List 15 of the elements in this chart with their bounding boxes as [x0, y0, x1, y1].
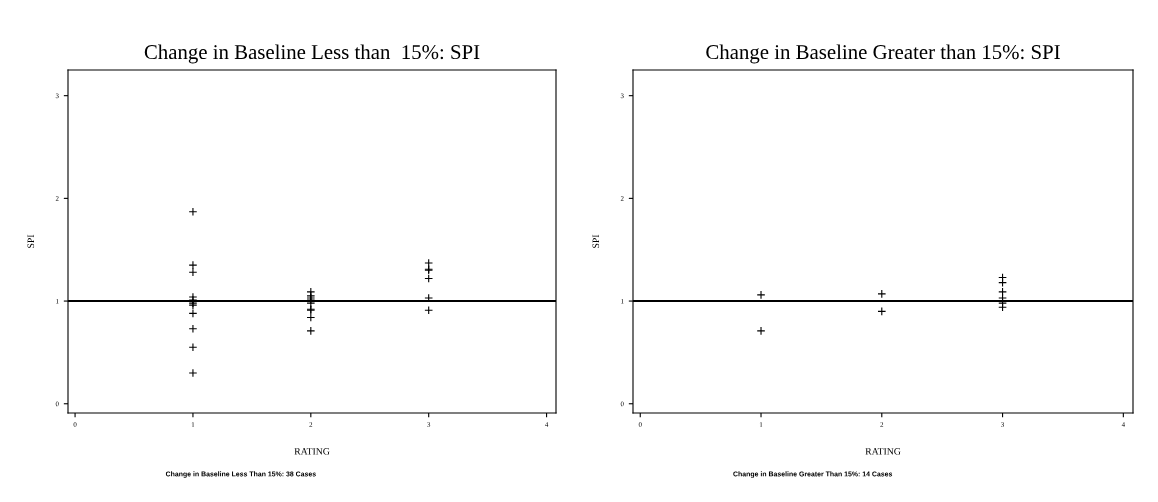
- point: [188, 207, 198, 217]
- y-axis-title: SPI: [27, 234, 35, 248]
- point: [756, 290, 766, 300]
- point: [188, 309, 198, 318]
- x-axis-title: RATING: [294, 448, 330, 455]
- point: [188, 368, 198, 378]
- y-axis-title: SPI: [592, 234, 600, 248]
- point: [756, 326, 766, 336]
- x-axis-title: RATING: [865, 448, 901, 455]
- point: [188, 324, 198, 334]
- point: [188, 342, 198, 352]
- point: [188, 260, 198, 270]
- chart-title: Change in Baseline Greater than 15%: SPI: [706, 44, 1060, 64]
- point: [188, 267, 198, 277]
- chart-title: Change in Baseline Less than 15%: SPI: [144, 44, 480, 64]
